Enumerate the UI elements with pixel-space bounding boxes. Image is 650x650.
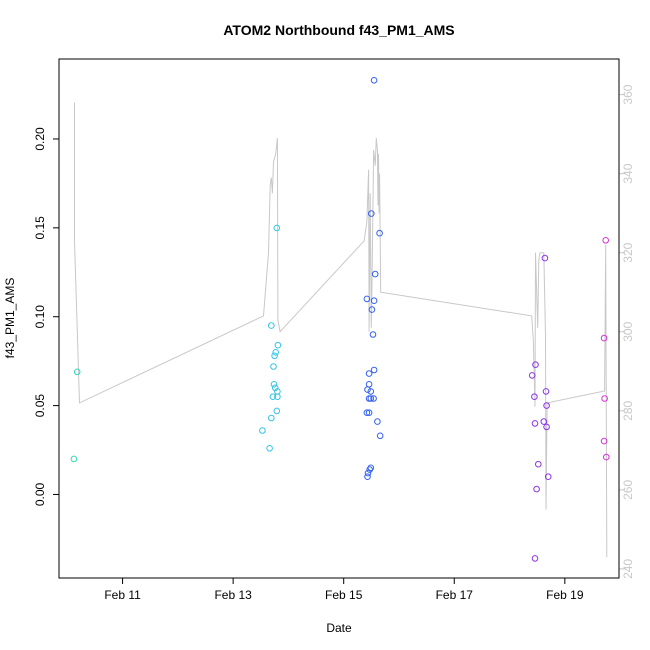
data-point xyxy=(531,555,539,562)
y-tick-label: 0.10 xyxy=(33,305,47,329)
data-point xyxy=(364,473,371,481)
data-point xyxy=(366,466,374,473)
data-point xyxy=(269,393,277,401)
data-point xyxy=(370,366,378,374)
secondary-line-layer xyxy=(74,102,608,558)
y2-tick-label: 320 xyxy=(621,242,635,262)
data-point xyxy=(365,381,373,388)
data-point xyxy=(365,409,373,417)
y2-tick-label: 360 xyxy=(621,84,635,104)
y-axis-label: f43_PM1_AMS xyxy=(3,278,17,359)
data-point xyxy=(272,349,280,356)
y-tick-label: 0.05 xyxy=(33,394,47,418)
data-point xyxy=(368,306,376,313)
data-point xyxy=(367,388,375,395)
data-point xyxy=(531,420,539,427)
data-point xyxy=(70,455,78,463)
x-tick-label: Feb 15 xyxy=(325,588,363,602)
data-point xyxy=(370,297,378,305)
data-point xyxy=(531,393,538,401)
x-tick-label: Feb 13 xyxy=(214,588,252,602)
data-point xyxy=(543,402,550,409)
data-point xyxy=(364,386,371,393)
data-point xyxy=(603,453,610,461)
y-tick-label: 0.00 xyxy=(33,482,47,506)
y-tick-label: 0.15 xyxy=(33,216,47,240)
data-point xyxy=(268,322,275,329)
data-point xyxy=(368,210,375,217)
data-point xyxy=(271,384,279,392)
chart-title: ATOM2 Northbound f43_PM1_AMS xyxy=(223,22,454,38)
data-point xyxy=(533,485,540,493)
data-point xyxy=(370,395,377,402)
points-layer xyxy=(70,77,610,562)
data-point xyxy=(541,254,549,262)
data-point xyxy=(376,229,383,237)
x-axis-label: Date xyxy=(326,621,352,635)
data-point xyxy=(273,407,281,415)
data-point xyxy=(363,295,371,303)
y2-tick-label: 300 xyxy=(621,321,635,341)
data-point xyxy=(270,381,278,388)
data-point xyxy=(601,395,608,402)
data-point xyxy=(363,409,371,417)
x-tick-label: Feb 19 xyxy=(546,588,584,602)
data-point xyxy=(600,334,608,342)
data-point xyxy=(369,331,377,338)
data-point xyxy=(544,473,552,481)
data-point xyxy=(365,370,373,377)
data-point xyxy=(259,427,266,434)
data-point xyxy=(532,361,539,369)
data-point xyxy=(371,270,379,278)
data-point xyxy=(367,395,375,402)
y2-tick-label: 280 xyxy=(621,400,635,420)
data-point xyxy=(271,352,278,360)
data-point xyxy=(274,393,281,401)
data-point xyxy=(268,414,275,422)
x-tick-label: Feb 17 xyxy=(436,588,474,602)
data-point xyxy=(528,372,536,379)
data-point xyxy=(376,432,384,440)
data-point xyxy=(543,423,550,431)
data-point xyxy=(273,224,281,232)
data-point xyxy=(364,469,372,477)
data-point xyxy=(274,341,282,349)
axes-layer: Feb 11 Feb 13 Feb 15 Feb 17 Feb 19 0.00 0.05 0.… xyxy=(33,84,635,602)
data-point xyxy=(374,418,381,425)
data-point xyxy=(600,437,608,445)
data-point xyxy=(540,418,548,425)
data-point xyxy=(602,237,610,244)
y2-tick-label: 260 xyxy=(621,480,635,500)
data-point xyxy=(370,77,378,84)
y2-tick-label: 340 xyxy=(621,163,635,183)
x-tick-label: Feb 11 xyxy=(104,588,141,602)
y2-tick-label: 240 xyxy=(621,559,635,579)
data-point xyxy=(270,363,277,370)
plot-frame xyxy=(58,58,620,579)
data-point xyxy=(73,368,81,376)
data-point xyxy=(542,388,550,395)
data-point xyxy=(535,460,542,468)
secondary-series-line xyxy=(74,102,608,558)
y-tick-label: 0.20 xyxy=(33,127,47,151)
data-point xyxy=(266,445,273,452)
